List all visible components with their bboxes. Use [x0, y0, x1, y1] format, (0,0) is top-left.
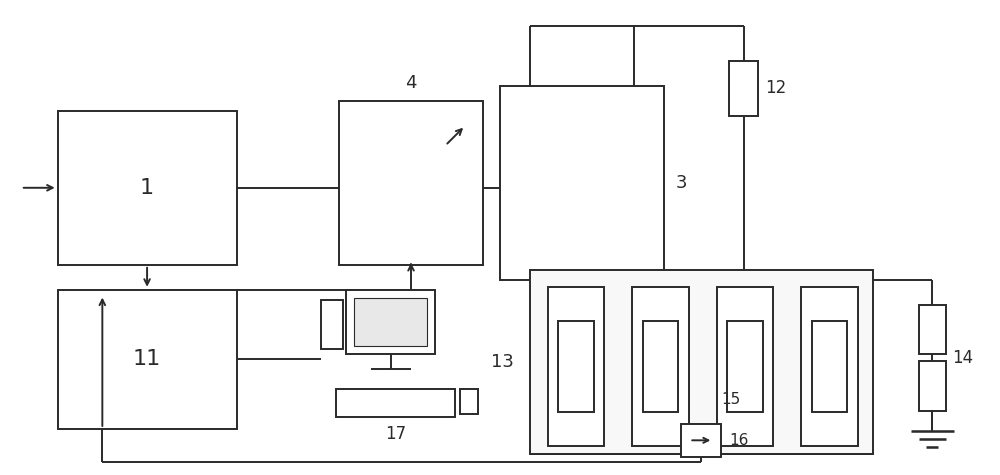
Bar: [354, 298, 427, 346]
Text: 16: 16: [729, 433, 749, 448]
Bar: [812, 321, 847, 412]
Bar: [58, 111, 237, 265]
Bar: [530, 270, 873, 454]
Text: 15: 15: [721, 391, 740, 407]
Bar: [801, 287, 858, 446]
Bar: [727, 321, 763, 412]
Bar: [729, 61, 758, 116]
Text: 11: 11: [133, 349, 161, 369]
Text: 1: 1: [140, 178, 154, 198]
Bar: [643, 321, 678, 412]
Bar: [336, 389, 455, 417]
Bar: [321, 300, 343, 349]
Text: 13: 13: [491, 353, 513, 371]
Text: 12: 12: [765, 79, 787, 97]
Bar: [58, 290, 237, 429]
Text: 14: 14: [952, 349, 973, 367]
Bar: [919, 304, 946, 354]
Bar: [548, 287, 604, 446]
Bar: [558, 321, 594, 412]
Text: 4: 4: [405, 74, 417, 92]
Bar: [717, 287, 773, 446]
Text: 3: 3: [676, 174, 688, 192]
Bar: [346, 290, 435, 354]
Bar: [632, 287, 689, 446]
Bar: [919, 361, 946, 411]
Bar: [460, 389, 478, 414]
Bar: [339, 101, 483, 265]
Text: 17: 17: [385, 425, 406, 443]
Bar: [681, 424, 721, 456]
Bar: [500, 86, 664, 280]
